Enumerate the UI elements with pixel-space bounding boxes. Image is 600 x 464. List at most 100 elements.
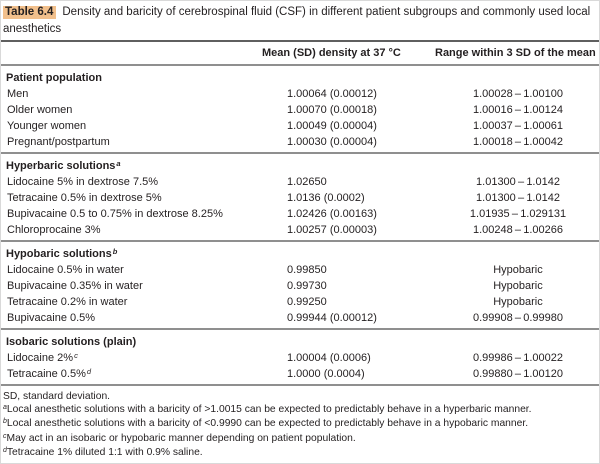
mean-value: 1.02650 [287,176,327,188]
row-label: Lidocaine 5% in dextrose 7.5% [1,174,256,190]
range-value: 1.01300 – 1.0142 [476,176,560,188]
text: Men [7,88,29,100]
text: Lidocaine 2% [7,352,74,364]
table-row: Pregnant/postpartum 1.00030 (0.00004) 1.00… [1,134,599,150]
mean-value: 0.99850 [287,264,327,276]
range-value: Hypobaric [493,280,543,292]
range-value: 0.99986 – 1.00022 [472,352,564,364]
range-value: 0.99880 – 1.00120 [472,368,564,380]
section-footnote-marker: a [116,158,121,168]
row-label: Bupivacaine 0.5 to 0.75% in dextrose 8.2… [1,206,256,222]
footnote-marker: a [3,404,7,412]
table-body: Patient population Men 1.00064 (0.00012) 1.… [1,66,599,386]
table-row: Bupivacaine 0.35% in water 0.99730 Hypobar… [1,278,599,294]
row-label: Bupivacaine 0.5% [1,310,256,326]
mean-value: 1.00070 (0.00018) [287,104,377,116]
footnote-text: Tetracaine 1% diluted 1:1 with 0.9% sali… [6,446,203,458]
mean-value: 1.00004 (0.0006) [287,352,371,364]
range-value: 0.99908 – 0.99980 [472,312,564,324]
footnote-text: SD, standard deviation. [3,391,111,402]
mean-value: 1.02426 (0.00163) [287,208,377,220]
row-label: Lidocaine 2%c [1,350,256,367]
footnote-line: bLocal anesthetic solutions with a baric… [3,417,597,431]
table-caption-text: Density and baricity of cerebrospinal fl… [3,6,591,35]
table-section-4: Isobaric solutions (plain) Lidocaine 2%c 1… [1,330,599,384]
divider-section [1,328,599,330]
row-label: Older women [1,102,256,118]
row-label: Chloroprocaine 3% [1,222,256,238]
row-label: Younger women [1,118,256,134]
column-header-mean: Mean (SD) density at 37 °C [262,47,401,59]
table-number-badge: Table 6.4 [3,6,57,19]
table-row: Tetracaine 0.2% in water 0.99250 Hypobaric [1,294,599,310]
row-label: Lidocaine 0.5% in water [1,262,256,278]
row-label: Bupivacaine 0.35% in water [1,278,256,294]
row-label: Men [1,86,256,102]
section-footnote-marker: b [112,246,118,256]
section-header-row: Isobaric solutions (plain) [1,334,599,350]
table-section-2: Hyperbaric solutionsa Lidocaine 5% in dex… [1,154,599,240]
table-caption: Table 6.4 Density and baricity of cerebro… [1,1,599,40]
table-section-1: Patient population Men 1.00064 (0.00012) 1.… [1,66,599,152]
mean-value: 0.99250 [287,296,327,308]
footnote-marker: c [3,432,7,440]
footnote-marker: d [3,446,7,454]
row-label: Pregnant/postpartum [1,134,256,150]
table-row: Tetracaine 0.5%d 1.0000 (0.0004) 0.99880 –… [1,366,599,382]
range-value: 1.01300 – 1.0142 [476,192,560,204]
table-row: Bupivacaine 0.5 to 0.75% in dextrose 8.2… [1,206,599,222]
section-header-row: Hyperbaric solutionsa [1,158,599,174]
table-row: Chloroprocaine 3% 1.00257 (0.00003) 1.0024… [1,222,599,238]
mean-value: 1.00030 (0.00004) [287,136,377,148]
divider-header [1,64,599,66]
range-value: 1.00028 – 1.00100 [472,88,564,100]
text: Younger women [7,120,87,132]
section-header: Patient population [1,70,600,86]
footnotes: SD, standard deviation. aLocal anesthetic… [1,386,599,460]
section-header-row: Patient population [1,70,599,86]
range-value: 1.00248 – 1.00266 [472,224,564,236]
abbreviation-note: SD, standard deviation. [3,390,597,403]
range-value: Hypobaric [493,296,543,308]
row-label: Tetracaine 0.5% in dextrose 5% [1,190,256,206]
text: Lidocaine 5% in dextrose 7.5% [7,176,159,188]
text: Older women [7,104,73,116]
text: Isobaric solutions (plain) [6,336,137,348]
footnote-marker: b [3,418,7,426]
text: Patient population [6,72,102,84]
divider-top [1,40,599,42]
table-row: Bupivacaine 0.5% 0.99944 (0.00012) 0.99908… [1,310,599,326]
footnote-text: May act in an isobaric or hypobaric mann… [6,432,356,444]
text: Pregnant/postpartum [7,136,110,148]
table-row: Lidocaine 2%c 1.00004 (0.0006) 0.99986 – 1… [1,350,599,366]
range-value: 1.00018 – 1.00042 [472,136,564,148]
text: Lidocaine 0.5% in water [7,264,124,276]
mean-value: 1.00064 (0.00012) [287,88,377,100]
text: Bupivacaine 0.5% [7,312,96,324]
mean-value: 0.99944 (0.00012) [287,312,377,324]
text: Bupivacaine 0.5 to 0.75% in dextrose 8.2… [7,208,223,220]
text: Tetracaine 0.5% in dextrose 5% [7,192,162,204]
mean-value: 1.0136 (0.0002) [287,192,365,204]
divider-section [1,384,599,386]
footnote-line: aLocal anesthetic solutions with a baric… [3,403,597,417]
footnote-text: Local anesthetic solutions with a barici… [6,418,529,430]
footnote-line: cMay act in an isobaric or hypobaric man… [3,432,597,446]
text: Tetracaine 0.2% in water [7,296,128,308]
section-header: Isobaric solutions (plain) [1,334,600,350]
row-label: Tetracaine 0.2% in water [1,294,256,310]
row-footnote-marker: c [74,350,78,360]
text: Hypobaric solutions [6,248,112,260]
text: Chloroprocaine 3% [7,224,101,236]
column-header-range: Range within 3 SD of the mean [435,47,596,59]
divider-section [1,152,599,154]
range-value: 1.01935 – 1.029131 [469,208,567,220]
section-header-row: Hypobaric solutionsb [1,246,599,262]
column-header-row: Mean (SD) density at 37 °C Range within … [1,42,599,64]
table-row: Tetracaine 0.5% in dextrose 5% 1.0136 (0.… [1,190,599,206]
table-section-3: Hypobaric solutionsb Lidocaine 0.5% in wa… [1,242,599,328]
footnote-text: Local anesthetic solutions with a barici… [6,404,532,416]
range-value: 1.00037 – 1.00061 [472,120,564,132]
mean-value: 0.99730 [287,280,327,292]
